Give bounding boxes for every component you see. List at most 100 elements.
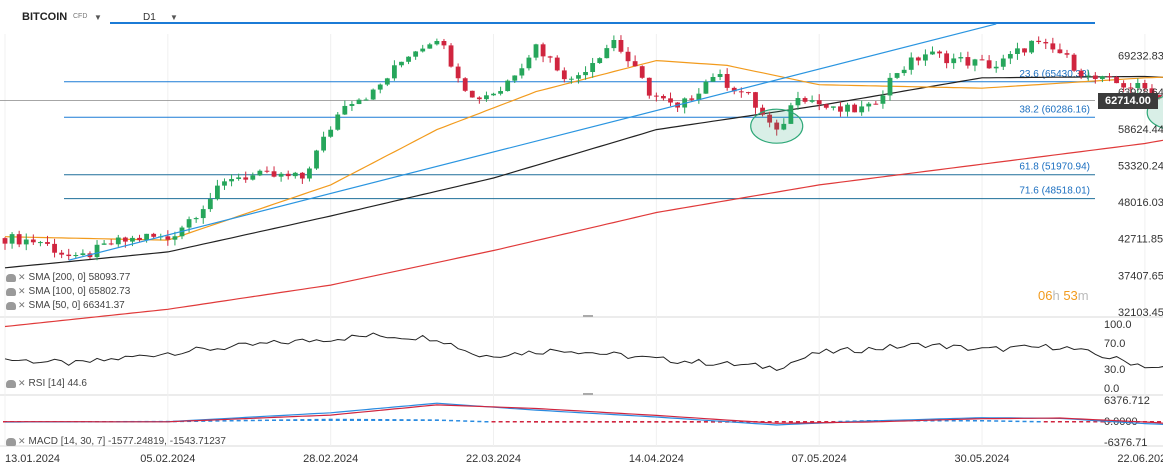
macd-histogram-bar xyxy=(434,419,439,421)
close-icon[interactable]: ✕ xyxy=(18,436,26,446)
candle-body xyxy=(448,45,454,67)
candle-body xyxy=(746,92,751,94)
candle-body xyxy=(540,44,546,57)
candle-body xyxy=(753,92,758,108)
candle-body xyxy=(1029,40,1034,53)
macd-histogram-bar xyxy=(654,421,659,423)
date-tick-label: 05.02.2024 xyxy=(140,453,195,465)
eye-icon[interactable] xyxy=(6,437,16,446)
candle-body xyxy=(165,236,171,240)
macd-histogram-bar xyxy=(222,420,227,422)
timeframe-dropdown-icon[interactable]: ▼ xyxy=(170,13,178,22)
macd-histogram-bar xyxy=(526,421,531,423)
timeframe-label[interactable]: D1 xyxy=(143,12,156,23)
candle-body xyxy=(1007,53,1013,59)
candle-body xyxy=(880,95,886,104)
candles xyxy=(2,35,1162,261)
candle-body xyxy=(845,104,850,112)
close-icon[interactable]: ✕ xyxy=(18,300,26,310)
macd-histogram-bar xyxy=(1001,420,1006,422)
close-icon[interactable]: ✕ xyxy=(18,272,26,282)
candle-body xyxy=(1036,40,1042,43)
countdown-minutes: 53 xyxy=(1063,288,1078,303)
candle-body xyxy=(1085,75,1091,77)
legend-macd: ✕ MACD [14, 30, 7] -1577.24819, -1543.71… xyxy=(6,436,226,447)
candle-body xyxy=(852,104,857,113)
macd-histogram-bar xyxy=(1022,420,1027,423)
macd-histogram-bar xyxy=(611,421,616,423)
candle-body xyxy=(420,48,426,52)
candle-body xyxy=(193,218,199,220)
price-tick-label: 58624.44 xyxy=(1118,124,1163,136)
rsi-panel: 100.0 70.0 30.0 0.0 xyxy=(4,319,1163,395)
macd-histogram-bar xyxy=(562,421,567,423)
macd-signal-line xyxy=(5,404,1163,424)
sma100-label: SMA [100, 0] 65802.73 xyxy=(28,286,131,297)
close-icon[interactable]: ✕ xyxy=(18,286,26,296)
candle-body xyxy=(377,84,383,90)
date-tick-label: 28.02.2024 xyxy=(303,453,358,465)
rsi-tick-label: 70.0 xyxy=(1104,338,1125,350)
candle-body xyxy=(137,237,142,241)
macd-histogram-bar xyxy=(696,421,701,423)
countdown-hours-unit: h xyxy=(1052,288,1060,303)
macd-histogram-bar xyxy=(1079,421,1084,423)
candle-body xyxy=(781,123,787,130)
candle-body xyxy=(122,237,128,242)
macd-histogram-bar xyxy=(470,420,475,423)
candle-body xyxy=(915,57,921,61)
macd-histogram-bar xyxy=(413,419,418,421)
symbol-label[interactable]: BITCOIN xyxy=(22,11,68,23)
candle-body xyxy=(547,56,553,58)
candle-body xyxy=(1022,48,1027,53)
candle-body xyxy=(130,237,135,242)
candle-body xyxy=(859,106,865,113)
macd-histogram-bar xyxy=(583,421,588,423)
eye-icon[interactable] xyxy=(6,287,16,296)
candle-body xyxy=(653,95,659,97)
fib-level-label: 71.6 (48518.01) xyxy=(1019,186,1090,197)
candle-body xyxy=(767,114,773,123)
eye-icon[interactable] xyxy=(6,301,16,310)
macd-histogram-bar xyxy=(781,421,786,423)
macd-histogram-bar xyxy=(640,421,645,423)
macd-histogram-bar xyxy=(831,421,836,423)
candle-body xyxy=(498,91,503,94)
macd-histogram-bar xyxy=(965,420,970,422)
macd-histogram-bar xyxy=(272,419,277,421)
candle-body xyxy=(646,77,652,96)
close-icon[interactable]: ✕ xyxy=(18,378,26,388)
fib-level-label: 38.2 (60286.16) xyxy=(1019,104,1090,115)
price-tick-label: 53320.24 xyxy=(1118,160,1163,172)
candle-body xyxy=(278,173,284,177)
macd-histogram-bar xyxy=(194,420,199,422)
macd-histogram-bar xyxy=(427,419,432,421)
macd-histogram-bar xyxy=(824,421,829,423)
candle-body xyxy=(349,104,355,106)
candle-body xyxy=(427,44,433,49)
candle-body xyxy=(455,66,461,79)
candle-body xyxy=(894,73,900,78)
macd-histogram-bar xyxy=(314,418,319,421)
macd-histogram-bar xyxy=(321,418,326,421)
macd-histogram-bar xyxy=(335,418,340,421)
candle-body xyxy=(1050,43,1056,50)
macd-histogram-bar xyxy=(569,421,574,423)
candle-body xyxy=(271,171,277,177)
candle-body xyxy=(703,81,709,94)
eye-icon[interactable] xyxy=(6,379,16,388)
candle-body xyxy=(887,77,893,96)
rsi-label: RSI [14] 44.6 xyxy=(28,378,87,389)
macd-histogram-bar xyxy=(937,420,942,422)
candle-body xyxy=(73,255,79,257)
candle-body xyxy=(661,95,666,99)
candle-body xyxy=(314,150,319,169)
macd-histogram-bar xyxy=(484,421,489,423)
symbol-dropdown-icon[interactable]: ▼ xyxy=(94,13,102,22)
candle-body xyxy=(972,59,978,66)
macd-histogram-bar xyxy=(1072,421,1077,423)
candle-body xyxy=(285,173,291,177)
macd-histogram-bar xyxy=(767,421,772,423)
eye-icon[interactable] xyxy=(6,273,16,282)
